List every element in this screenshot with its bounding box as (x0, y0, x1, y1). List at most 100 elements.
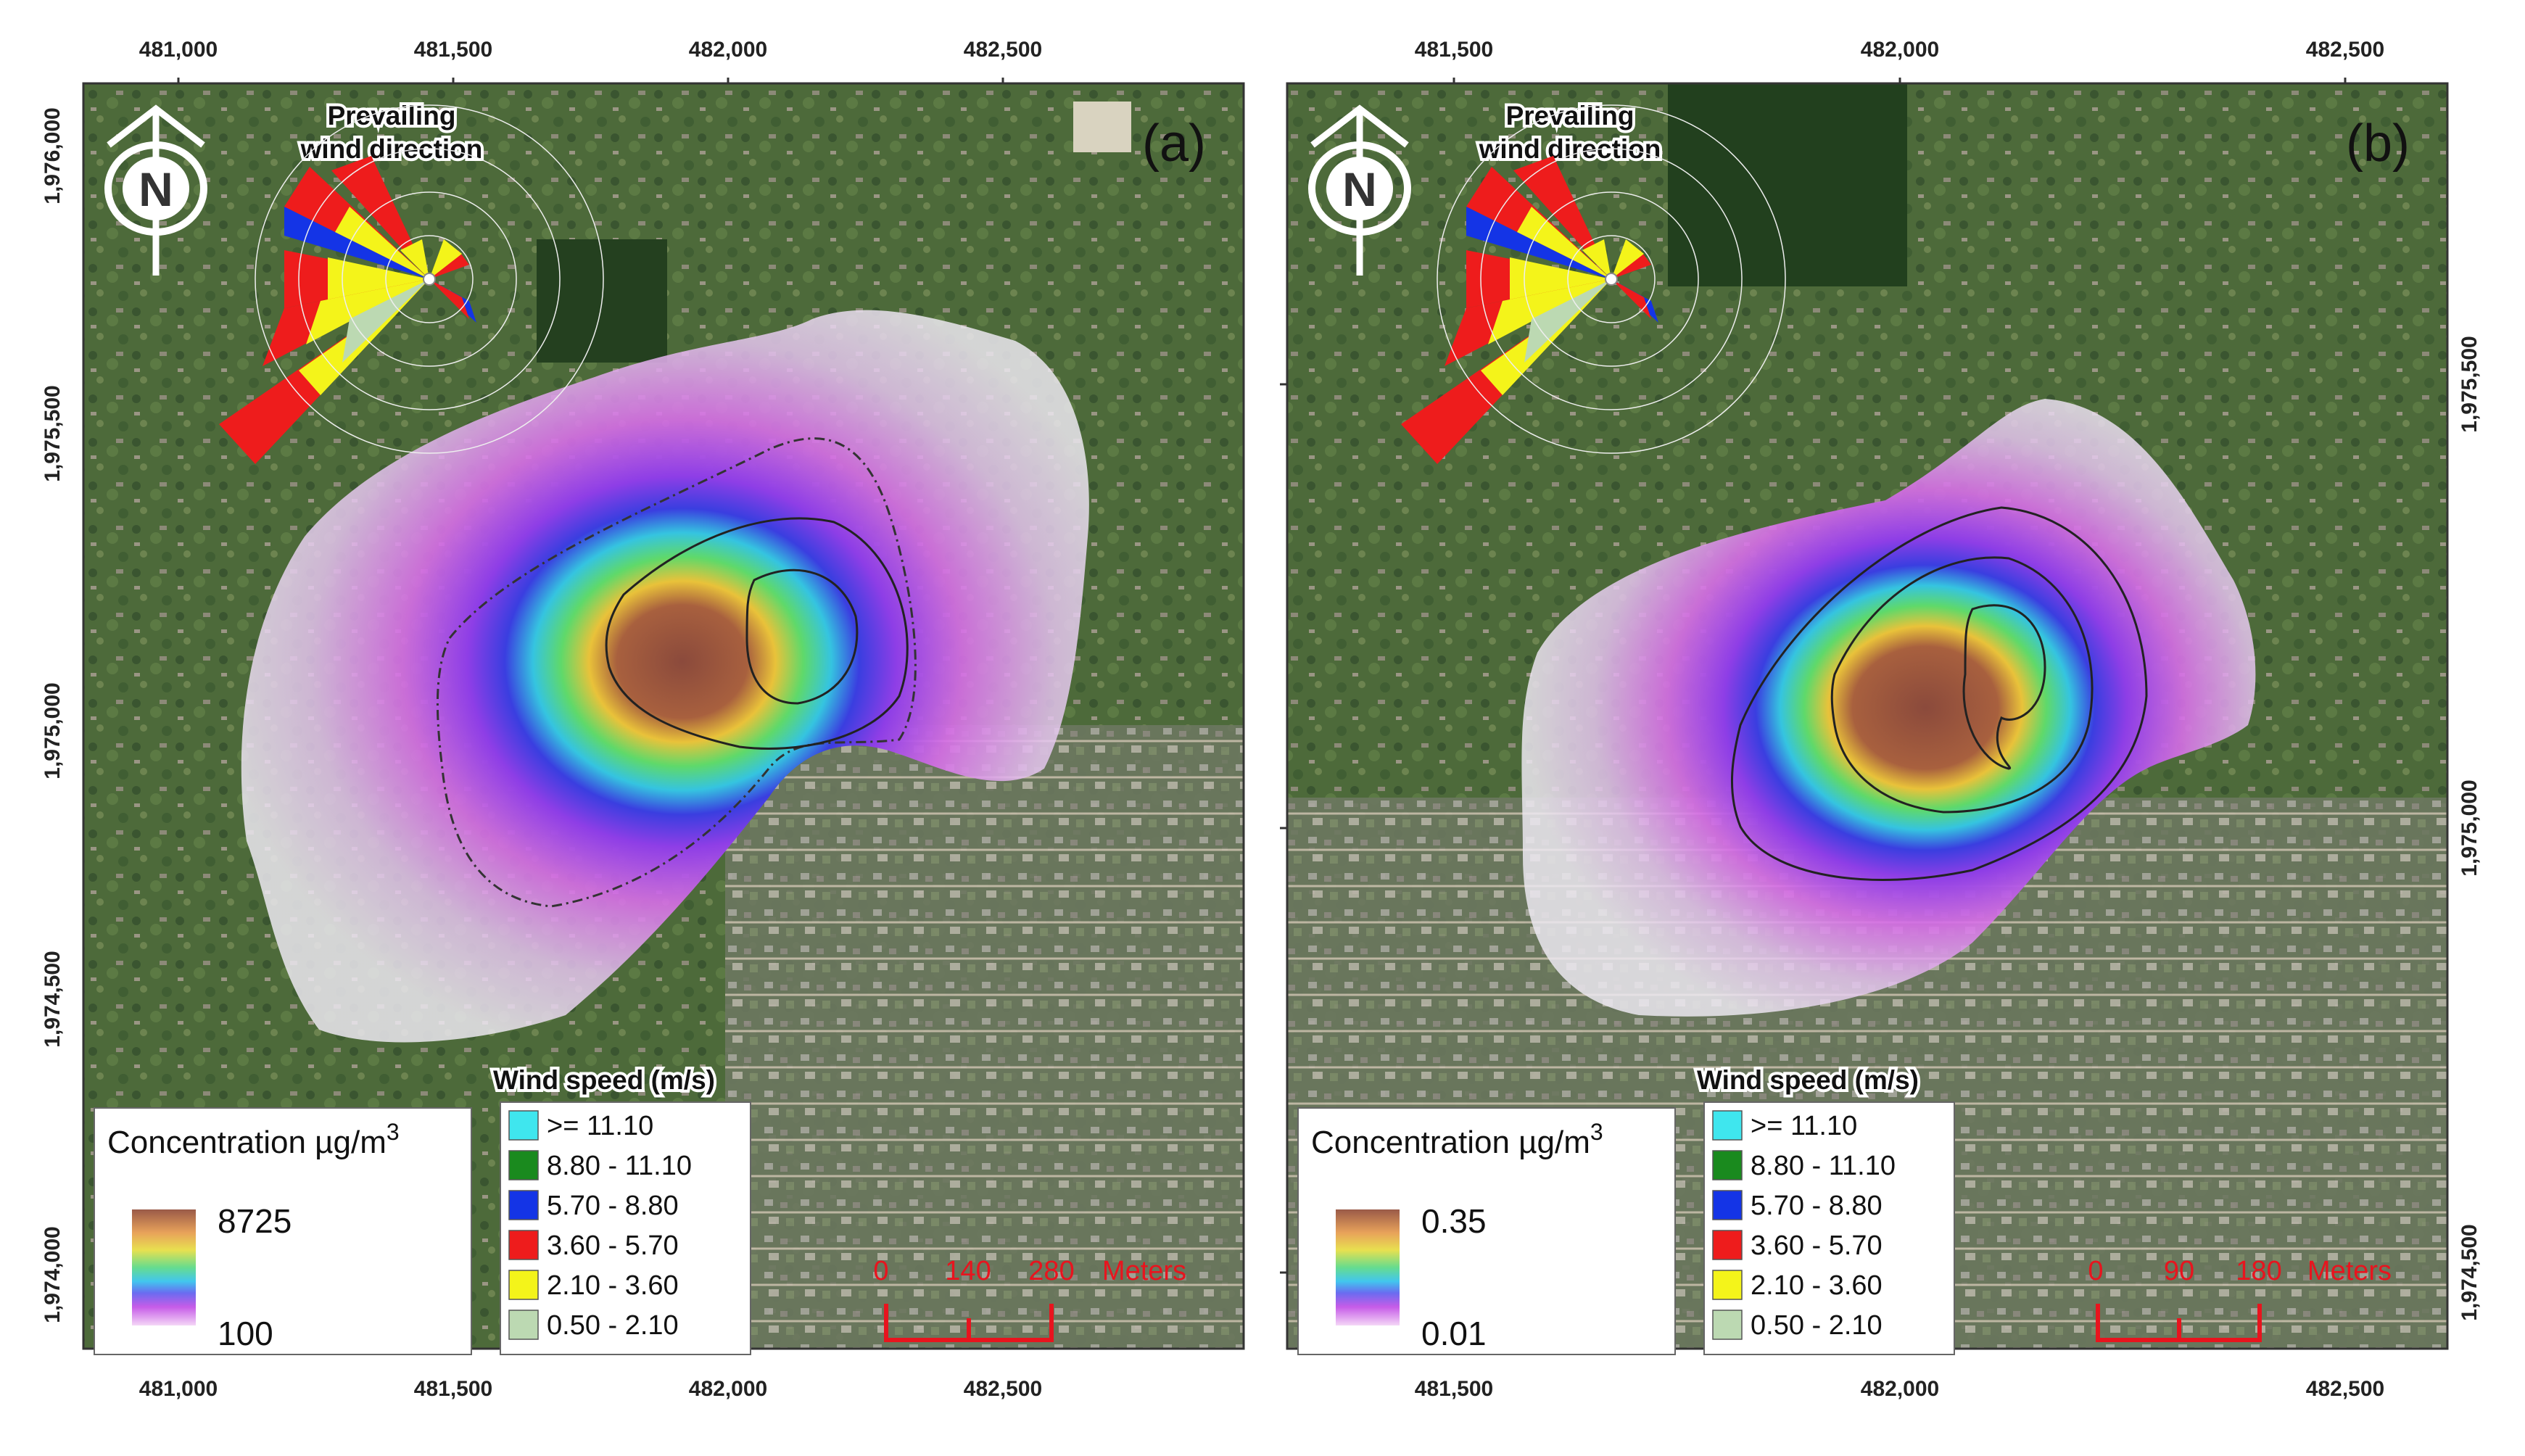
y-tick-label: 1,975,500 (2458, 336, 2481, 432)
north-letter: N (139, 162, 173, 216)
scale-bar: 0 140 280 Meters (873, 1256, 1186, 1342)
y-tick-label: 1,974,500 (41, 951, 65, 1047)
concentration-legend: Concentration µg/m3 0.35 0.01 (1297, 1107, 1676, 1355)
wind-class-swatch (508, 1190, 539, 1220)
panel-label: (a) (1142, 115, 1206, 173)
wind-class-label: 3.60 - 5.70 (1751, 1230, 1883, 1261)
x-axis-bottom: 481,500 482,000 482,500 (1415, 1377, 2384, 1401)
contour-line (436, 437, 917, 908)
contour-line (1731, 506, 2148, 881)
wind-class-label: >= 11.10 (547, 1111, 653, 1141)
x-axis-bottom: 481,000 481,500 482,000 482,500 (139, 1377, 1042, 1401)
scale-label: 180 (2236, 1256, 2281, 1286)
urban-area (725, 725, 1244, 1349)
wind-class-label: 2.10 - 3.60 (1751, 1270, 1883, 1301)
wind-class-swatch (508, 1150, 539, 1180)
wind-legend-title: Wind speed (m/s) (1697, 1065, 1919, 1095)
x-tick-label: 481,500 (1415, 1377, 1493, 1401)
wind-legend-items: >= 11.10 8.80 - 11.10 5.70 - 8.80 3.60 - 5.… (1712, 1110, 1896, 1341)
panel-label: (b) (2346, 115, 2410, 173)
wind-class-swatch (508, 1230, 539, 1260)
wind-class-label: 8.80 - 11.10 (547, 1151, 692, 1181)
wind-class-swatch (1712, 1270, 1743, 1300)
north-letter: N (1342, 162, 1377, 216)
scale-label: 140 (945, 1256, 991, 1286)
contour-line (745, 568, 859, 705)
x-axis-top: 481,500 482,000 482,500 (1415, 38, 2384, 83)
x-tick-label: 481,000 (139, 1377, 218, 1401)
legend-box (1703, 1101, 1955, 1355)
wind-class-label: 0.50 - 2.10 (1751, 1310, 1883, 1341)
x-tick-label: 482,000 (689, 38, 767, 62)
wind-class-label: 8.80 - 11.10 (1751, 1151, 1896, 1181)
x-tick-label: 481,500 (1415, 38, 1493, 62)
prevailing-wind-label: Prevailing (328, 101, 456, 131)
wind-class-label: 3.60 - 5.70 (547, 1230, 679, 1261)
scale-label: 90 (2164, 1256, 2194, 1286)
x-tick-label: 482,000 (1861, 38, 1939, 62)
wind-rose-icon (1401, 104, 1786, 464)
concentration-color-ramp (132, 1209, 196, 1325)
scale-label: Meters (1102, 1256, 1186, 1286)
wind-legend-items: >= 11.10 8.80 - 11.10 5.70 - 8.80 3.60 - 5.… (508, 1110, 692, 1341)
panel-b: 481,500 482,000 482,500 481,500 482,000 … (1280, 38, 2481, 1401)
legend-box (500, 1101, 751, 1355)
scale-bar: 0 90 180 Meters (2088, 1256, 2392, 1342)
contour-line (605, 517, 909, 750)
scale-label: 280 (1028, 1256, 1074, 1286)
x-tick-label: 482,500 (964, 1377, 1042, 1401)
wind-class-swatch (1712, 1190, 1743, 1220)
x-tick-label: 482,500 (964, 38, 1042, 62)
x-tick-label: 482,500 (2306, 1377, 2384, 1401)
x-tick-label: 482,500 (2306, 38, 2384, 62)
concentration-min: 100 (218, 1315, 273, 1352)
wind-legend-title: Wind speed (m/s) (493, 1065, 715, 1095)
map-feature (1073, 102, 1131, 152)
wind-class-swatch (508, 1310, 539, 1340)
y-tick-label: 1,975,500 (41, 385, 65, 481)
x-tick-label: 481,500 (414, 38, 492, 62)
concentration-min: 0.01 (1421, 1315, 1487, 1352)
wind-class-swatch (508, 1110, 539, 1141)
wind-class-swatch (508, 1270, 539, 1300)
north-arrow-icon: N (1308, 104, 1411, 276)
legend-title: Concentration µg/m3 (1311, 1119, 1603, 1160)
x-tick-label: 482,000 (1861, 1377, 1939, 1401)
wind-class-label: 2.10 - 3.60 (547, 1270, 679, 1301)
panel-a: 481,000 481,500 482,000 482,500 481,000 … (41, 38, 1245, 1401)
y-axis-right: 1,975,500 1,975,000 1,974,500 (1280, 336, 2481, 1321)
x-tick-label: 481,000 (139, 38, 218, 62)
concentration-color-ramp (1336, 1209, 1400, 1325)
wind-class-label: 5.70 - 8.80 (1751, 1191, 1883, 1221)
x-tick-label: 481,500 (414, 1377, 492, 1401)
wind-speed-legend: Wind speed (m/s) >= 11.10 8.80 - 11.10 5.7… (1694, 1062, 1955, 1355)
concentration-max: 0.35 (1421, 1202, 1487, 1240)
legend-title: Concentration µg/m3 (107, 1119, 400, 1160)
wind-speed-legend: Wind speed (m/s) >= 11.10 8.80 - 11.10 5.7… (490, 1062, 751, 1355)
contour-line (1962, 604, 2046, 770)
x-tick-label: 482,000 (689, 1377, 767, 1401)
wind-class-label: 5.70 - 8.80 (547, 1191, 679, 1221)
wind-class-label: >= 11.10 (1751, 1111, 1857, 1141)
wind-class-swatch (1712, 1230, 1743, 1260)
wind-rose-icon (219, 104, 604, 464)
scale-bar-line (2096, 1304, 2262, 1342)
concentration-max: 8725 (218, 1202, 292, 1240)
contour-line (1830, 556, 2094, 814)
y-tick-label: 1,974,000 (41, 1226, 65, 1323)
wind-class-swatch (1712, 1110, 1743, 1141)
wind-class-label: 0.50 - 2.10 (547, 1310, 679, 1341)
concentration-plume (241, 310, 1089, 1043)
wind-class-swatch (1712, 1150, 1743, 1180)
prevailing-wind-label: wind direction (1479, 134, 1661, 164)
concentration-legend: Concentration µg/m3 8725 100 (94, 1107, 472, 1355)
y-axis-left: 1,976,000 1,975,500 1,975,000 1,974,500 … (41, 107, 65, 1323)
y-tick-label: 1,976,000 (41, 107, 65, 204)
map-feature (1668, 83, 1907, 286)
y-tick-label: 1,975,000 (41, 682, 65, 779)
scale-label: 0 (2088, 1256, 2103, 1286)
x-axis-top: 481,000 481,500 482,000 482,500 (139, 38, 1042, 83)
scale-label: Meters (2307, 1256, 2392, 1286)
scale-bar-line (884, 1304, 1054, 1342)
